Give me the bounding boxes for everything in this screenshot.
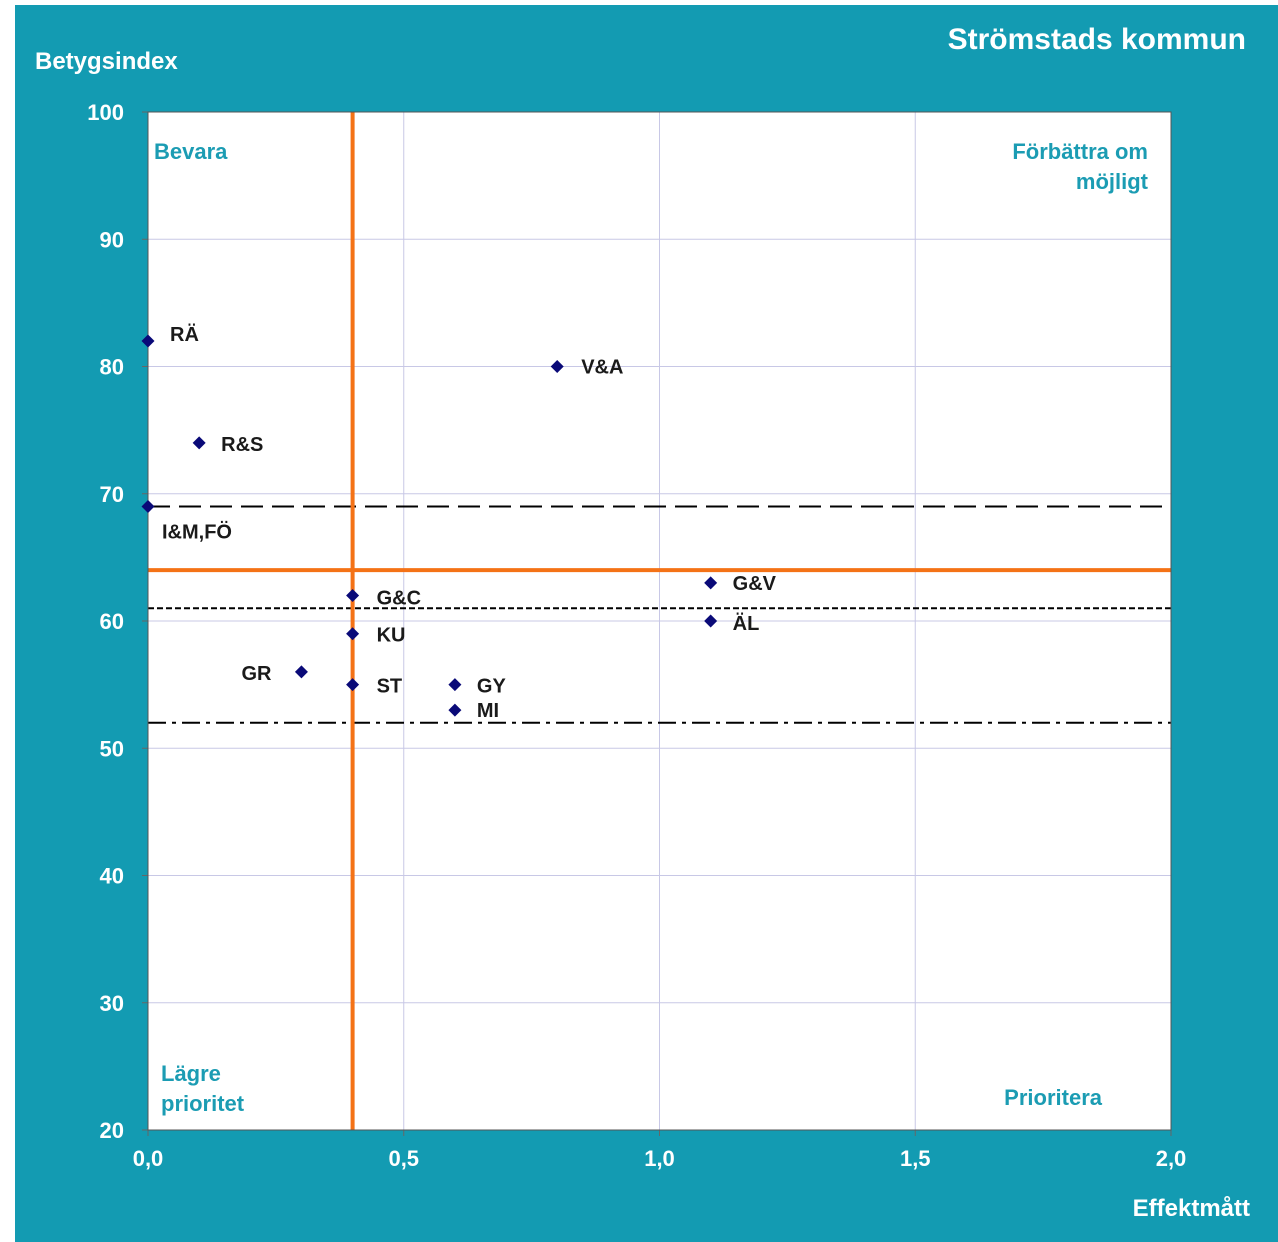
x-tick-label: 0,5 xyxy=(388,1146,419,1171)
data-point xyxy=(448,678,462,692)
x-tick-label: 2,0 xyxy=(1156,1146,1187,1171)
quadrant-label-forbattra-line1: Förbättra om xyxy=(1012,139,1148,164)
quadrant-label-prioritera: Prioritera xyxy=(1004,1085,1103,1110)
x-tick-label: 1,0 xyxy=(644,1146,675,1171)
data-point xyxy=(141,334,155,348)
data-label: G&C xyxy=(377,588,421,610)
data-point xyxy=(192,436,206,450)
y-tick-label: 80 xyxy=(100,355,124,380)
data-label: RÄ xyxy=(170,323,199,346)
y-tick-label: 90 xyxy=(100,227,124,252)
data-label: I&M,FÖ xyxy=(162,520,232,543)
data-point xyxy=(448,703,462,717)
y-ticks: 20 30 40 50 60 70 80 90 100 xyxy=(87,100,124,1143)
data-point xyxy=(550,360,564,373)
data-point xyxy=(704,614,718,628)
data-label: V&A xyxy=(581,357,623,379)
y-tick-label: 70 xyxy=(100,482,124,507)
y-tick-label: 40 xyxy=(100,864,124,889)
y-axis-label: Betygsindex xyxy=(35,48,178,75)
y-tick-label: 20 xyxy=(100,1118,124,1143)
data-point xyxy=(141,499,155,513)
y-tick-label: 50 xyxy=(100,736,124,761)
scatter-chart: Strömstads kommun Betygsindex Effektmått… xyxy=(35,23,1250,1222)
chart-frame: Strömstads kommun Betygsindex Effektmått… xyxy=(15,5,1278,1242)
quadrant-label-bevara: Bevara xyxy=(154,139,228,164)
data-label: G&V xyxy=(733,573,777,595)
data-label: ÄL xyxy=(733,612,760,635)
x-tick-label: 1,5 xyxy=(900,1146,931,1171)
y-tick-label: 30 xyxy=(100,991,124,1016)
data-point xyxy=(346,589,360,603)
chart-title: Strömstads kommun xyxy=(948,23,1246,56)
quadrant-label-lagre-line2: prioritet xyxy=(161,1091,245,1116)
data-label: MI xyxy=(477,700,499,722)
x-ticks: 0,0 0,5 1,0 1,5 2,0 xyxy=(133,1146,1187,1171)
data-point xyxy=(294,665,308,679)
data-point xyxy=(346,678,360,692)
data-label: GY xyxy=(477,676,507,698)
grid-lines xyxy=(142,111,1172,1136)
data-label: R&S xyxy=(221,434,263,456)
plot-border xyxy=(147,111,1172,1131)
quadrant-label-lagre-line1: Lägre xyxy=(161,1061,221,1086)
y-tick-label: 60 xyxy=(100,609,124,634)
data-label: ST xyxy=(377,676,403,698)
quadrant-labels: Bevara Förbättra om möjligt Lägre prioritet P… xyxy=(154,139,1149,1116)
data-label: GR xyxy=(241,663,272,685)
x-tick-label: 0,0 xyxy=(133,1146,164,1171)
data-label: KU xyxy=(377,625,406,647)
reference-lines xyxy=(147,111,1172,1131)
quadrant-label-forbattra-line2: möjligt xyxy=(1076,169,1149,194)
data-point xyxy=(346,627,360,641)
x-axis-label: Effektmått xyxy=(1133,1195,1250,1222)
data-point xyxy=(704,576,718,590)
y-tick-label: 100 xyxy=(87,100,124,125)
